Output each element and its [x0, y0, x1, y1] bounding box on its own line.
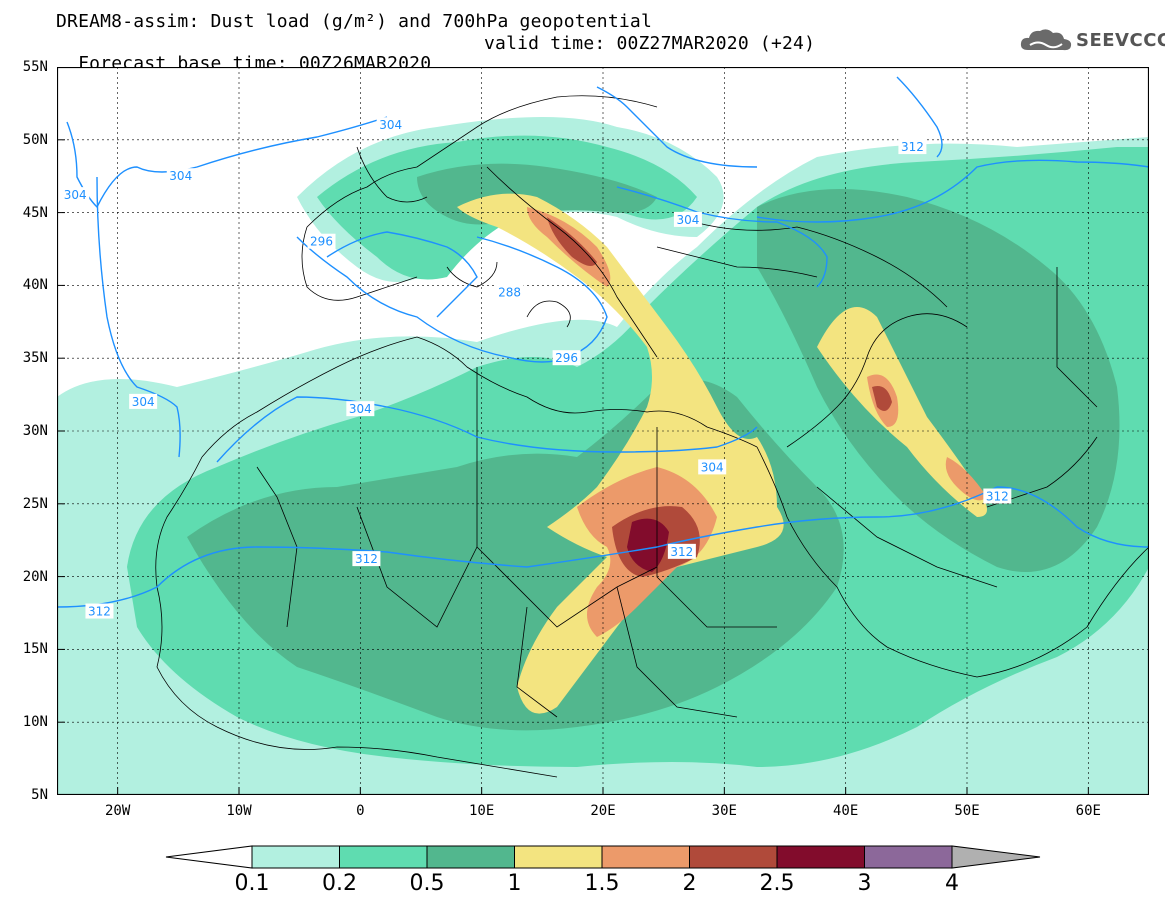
lat-label: 25N [22, 495, 48, 512]
dust-field-1 [457, 193, 987, 714]
contour-label: 296 [307, 233, 336, 249]
lat-label: 35N [22, 350, 48, 367]
contour-label: 304 [166, 168, 195, 184]
svg-text:304: 304 [169, 169, 192, 183]
map-title: DREAM8-assim: Dust load (g/m²) and 700hP… [56, 11, 652, 32]
contour-labels: 304 304 304 304 296 288 296 304 304 304 312 312 312 3… [61, 117, 1012, 619]
lon-label: 60E [1075, 803, 1101, 819]
svg-text:312: 312 [986, 490, 1009, 504]
contour-label: 312 [352, 551, 381, 567]
colorbar-level-label: 3 [857, 871, 872, 896]
colorbar-level-label: 1.5 [584, 871, 620, 896]
lon-label: 20E [590, 803, 616, 819]
colorbar-box [339, 845, 428, 869]
lat-label: 50N [22, 131, 48, 148]
lat-label: 40N [22, 277, 48, 294]
lat-label: 20N [22, 568, 48, 585]
svg-text:312: 312 [901, 140, 924, 154]
colorbar-low-arrow [165, 845, 253, 869]
dust-map: 304 304 304 304 296 288 296 304 304 304 312 312 312 3… [57, 67, 1149, 795]
valid-time: valid time: 00Z27MAR2020 (+24) [484, 33, 816, 54]
colorbar-level-label: 1 [507, 871, 522, 896]
svg-text:304: 304 [701, 460, 724, 474]
svg-text:304: 304 [132, 395, 155, 409]
lat-label: 45N [22, 204, 48, 221]
svg-text:312: 312 [670, 545, 693, 559]
svg-text:296: 296 [310, 235, 333, 249]
colorbar-box [251, 845, 340, 869]
colorbar-level-label: 0.5 [409, 871, 445, 896]
contour-label: 312 [85, 603, 114, 619]
lon-label: 10W [226, 803, 252, 819]
contour-label: 304 [698, 459, 727, 475]
map-panel: 304 304 304 304 296 288 296 304 304 304 312 312 312 3… [57, 67, 1149, 795]
colorbar-box [514, 845, 603, 869]
contour-label: 304 [673, 211, 702, 227]
lon-label: 10E [469, 803, 495, 819]
lon-label: 50E [954, 803, 980, 819]
seevccc-logo: SEEVCCC [1018, 26, 1165, 56]
cloud-icon [1020, 29, 1072, 51]
lon-label: 20W [105, 803, 131, 819]
colorbar-level-label: 0.2 [322, 871, 357, 896]
colorbar-boxes [165, 845, 1041, 869]
lon-label: 40E [833, 803, 859, 819]
contour-label: 288 [495, 284, 524, 300]
colorbar-box [601, 845, 690, 869]
svg-text:296: 296 [555, 351, 578, 365]
colorbar-box [689, 845, 778, 869]
geopotential-contours [57, 76, 1149, 608]
lat-label: 55N [22, 59, 48, 75]
colorbar-level-label: 2 [682, 871, 697, 896]
lat-label: 5N [31, 787, 48, 803]
axis-ticks [57, 67, 1089, 795]
contour-label: 304 [376, 117, 405, 133]
svg-text:304: 304 [676, 213, 699, 227]
contour-label: 304 [346, 401, 375, 417]
contour-label: 312 [667, 543, 696, 559]
svg-text:312: 312 [355, 552, 378, 566]
lon-label: 0 [356, 803, 365, 819]
contour-label: 296 [552, 350, 581, 366]
contour-label: 312 [898, 139, 927, 155]
lat-label: 10N [22, 714, 48, 731]
colorbar-box [864, 845, 953, 869]
svg-text:304: 304 [64, 188, 87, 202]
contour-label: 304 [129, 393, 158, 409]
contour-label: 304 [61, 187, 90, 202]
svg-text:312: 312 [88, 605, 111, 619]
colorbar-level-label: 4 [945, 871, 959, 896]
colorbar-high-arrow [951, 845, 1041, 869]
colorbar-level-label: 2.5 [759, 871, 795, 896]
colorbar-level-label: 0.1 [234, 871, 270, 896]
logo-text: SEEVCCC [1076, 30, 1165, 51]
graticule [57, 67, 1149, 795]
svg-text:288: 288 [498, 286, 521, 300]
colorbar-box [776, 845, 865, 869]
dust-field-2-5 [627, 518, 669, 572]
lat-label: 15N [22, 641, 48, 658]
contour-label: 312 [983, 488, 1012, 504]
svg-text:304: 304 [379, 118, 402, 132]
svg-text:304: 304 [349, 402, 372, 416]
lat-label: 30N [22, 423, 48, 439]
colorbar-box [426, 845, 515, 869]
lon-label: 30E [711, 803, 737, 819]
